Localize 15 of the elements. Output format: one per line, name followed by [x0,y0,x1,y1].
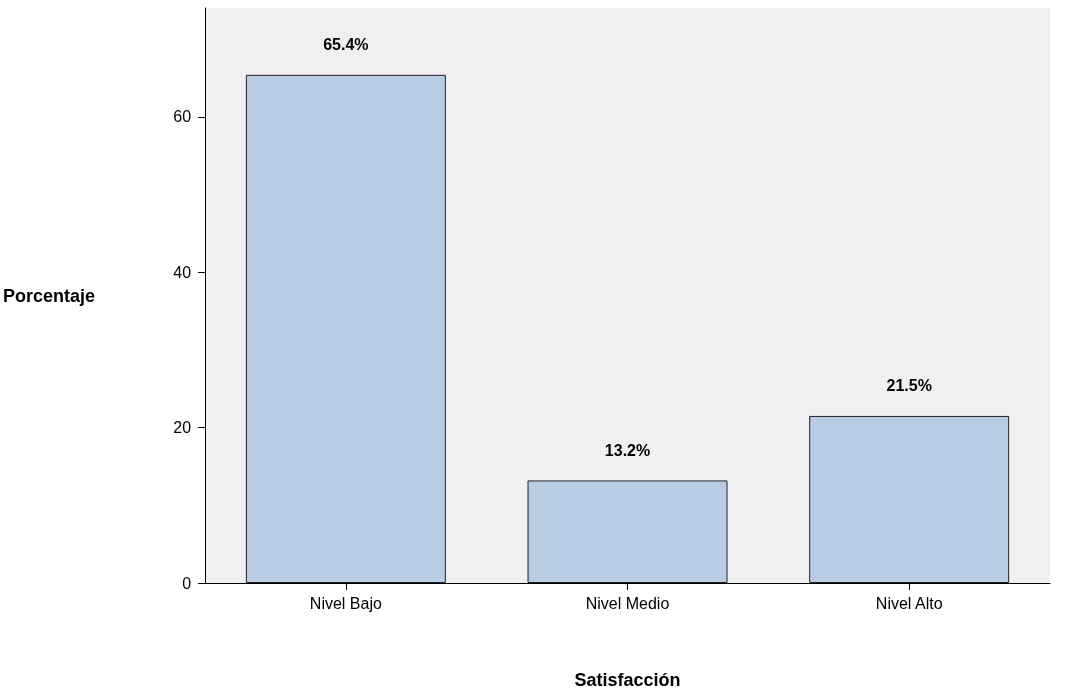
data-label: 65.4% [323,36,369,54]
x-tick-label: Nivel Bajo [309,594,382,612]
bar [809,415,1010,583]
x-tick-label: Nivel Alto [875,594,943,612]
x-tick-label: Nivel Medio [585,594,670,612]
data-label: 21.5% [886,377,932,395]
bar [245,74,446,583]
y-tick-label: 60 [173,108,192,126]
y-tick-label: 0 [182,574,192,592]
y-tick-label: 40 [173,263,192,281]
y-tick-label: 20 [173,419,192,437]
bar [527,480,728,583]
data-label: 13.2% [604,441,651,459]
y-axis-title: Porcentaje [2,285,96,306]
x-axis-title: Satisfacción [574,670,681,690]
